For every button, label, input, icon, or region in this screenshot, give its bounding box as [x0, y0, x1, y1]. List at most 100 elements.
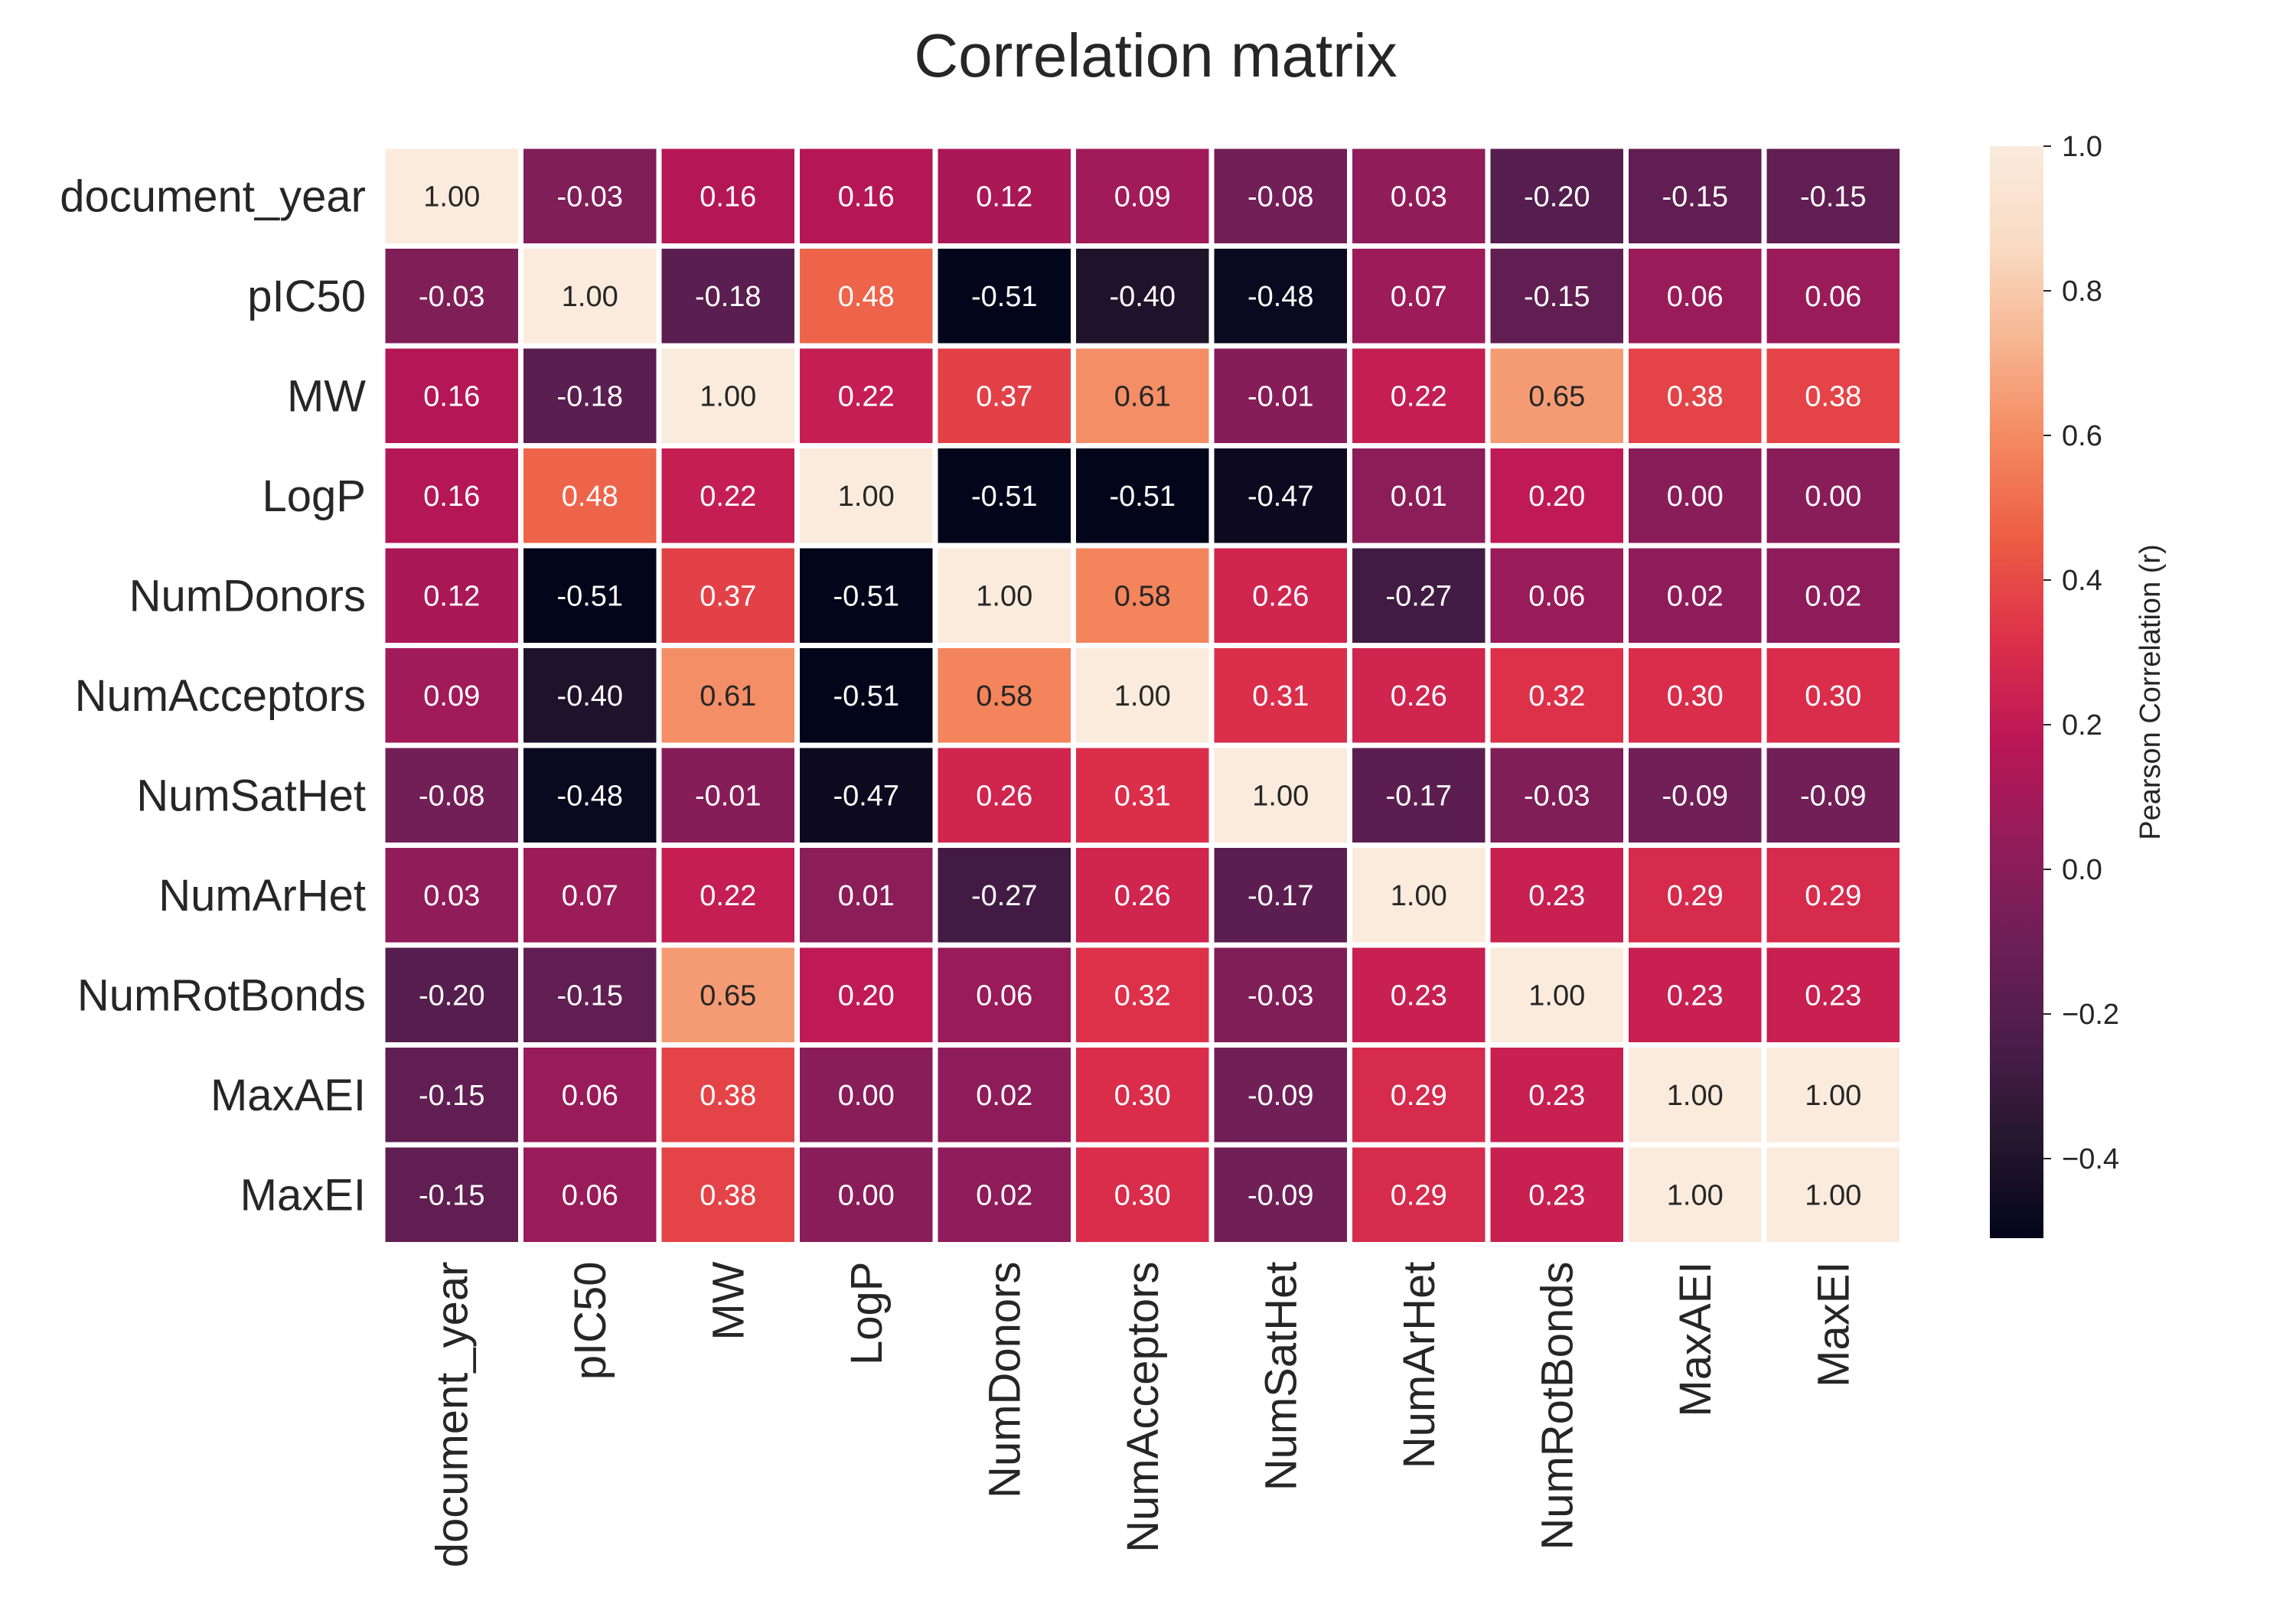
cell-value-label: -0.15 [419, 1080, 485, 1112]
heatmap-cell-NumArHet-NumDonors [938, 848, 1071, 943]
cell-value-label: 0.07 [1391, 281, 1447, 313]
heatmap-cell-MW-NumDonors [938, 348, 1071, 443]
heatmap-cell-NumRotBonds-MaxAEI [1629, 947, 1762, 1042]
cell-value-label: -0.51 [833, 680, 899, 712]
cell-value-label: 0.00 [1805, 481, 1861, 513]
cell-value-label: -0.48 [1247, 281, 1314, 313]
row-label-NumAcceptors: NumAcceptors [75, 671, 366, 721]
heatmap-cell-NumDonors-LogP [800, 548, 933, 643]
heatmap-cell-MW-NumAcceptors [1076, 348, 1209, 443]
cell-value-label: 0.16 [423, 380, 480, 412]
column-label-NumArHet: NumArHet [1394, 1262, 1444, 1469]
cell-value-label: 0.26 [1114, 880, 1171, 912]
cell-value-label: 0.16 [423, 481, 480, 513]
cell-value-label: -0.18 [556, 380, 623, 412]
cell-value-label: 0.65 [1528, 380, 1585, 412]
cell-value-label: -0.40 [1109, 281, 1176, 313]
heatmap-cell-NumSatHet-NumRotBonds [1490, 748, 1623, 843]
colorbar-tick-label: 0.8 [2062, 275, 2102, 308]
heatmap-cell-pIC50-NumArHet [1352, 249, 1486, 344]
column-label-NumRotBonds: NumRotBonds [1532, 1262, 1582, 1550]
colorbar-tick-label: 0.6 [2062, 420, 2102, 452]
cell-value-label: 0.22 [1391, 380, 1447, 412]
cell-value-label: -0.01 [1247, 380, 1314, 412]
heatmap-cell-NumDonors-NumSatHet [1214, 548, 1347, 643]
heatmap-cell-pIC50-MaxEI [1766, 249, 1900, 344]
cell-value-label: 0.16 [838, 181, 895, 213]
heatmap-cell-MW-document_year [385, 348, 518, 443]
cell-value-label: 0.30 [1114, 1179, 1171, 1211]
cell-value-label: -0.40 [556, 680, 623, 712]
heatmap-cell-NumRotBonds-pIC50 [523, 947, 657, 1042]
cell-value-label: -0.18 [695, 281, 762, 313]
colorbar-tick-label: 0.4 [2062, 565, 2102, 597]
row-label-NumDonors: NumDonors [129, 571, 366, 621]
heatmap-cell-NumSatHet-document_year [385, 748, 518, 843]
heatmap-cell-NumAcceptors-MaxEI [1766, 648, 1900, 743]
heatmap-cell-document_year-MW [661, 148, 794, 243]
colorbar-tick-label: 0.0 [2062, 854, 2102, 886]
heatmap-cells: 1.00 -0.03 0.16 0.16 0.12 0.09 -0.08 0.03 -0.20 -… [385, 148, 1900, 1242]
cell-value-label: 0.00 [838, 1179, 895, 1211]
cell-value-label: 0.37 [700, 580, 756, 612]
heatmap-cell-NumDonors-MW [661, 548, 794, 643]
cell-value-label: -0.51 [1109, 481, 1176, 513]
cell-value-label: -0.17 [1247, 880, 1314, 912]
colorbar-gradient [1990, 146, 2043, 1238]
heatmap-cell-MaxEI-MaxAEI [1629, 1147, 1762, 1242]
cell-value-label: 0.38 [700, 1179, 756, 1211]
cell-value-label: 1.00 [562, 281, 618, 313]
heatmap-cell-NumDonors-NumDonors [938, 548, 1071, 643]
column-label-MaxEI: MaxEI [1808, 1262, 1858, 1387]
heatmap-cell-NumRotBonds-NumAcceptors [1076, 947, 1209, 1042]
cell-value-label: 0.65 [700, 980, 756, 1012]
heatmap-cell-NumDonors-pIC50 [523, 548, 657, 643]
cell-value-label: 0.38 [1667, 380, 1724, 412]
heatmap-cell-NumRotBonds-MW [661, 947, 794, 1042]
heatmap-cell-NumSatHet-LogP [800, 748, 933, 843]
heatmap-cell-LogP-MaxAEI [1629, 448, 1762, 543]
heatmap-cell-NumAcceptors-pIC50 [523, 648, 657, 743]
row-label-document_year: document_year [60, 171, 366, 221]
heatmap-cell-MaxEI-NumAcceptors [1076, 1147, 1209, 1242]
heatmap-cell-MW-MaxEI [1766, 348, 1900, 443]
row-label-NumSatHet: NumSatHet [136, 771, 366, 820]
cell-value-label: 0.01 [838, 880, 895, 912]
heatmap-cell-pIC50-NumAcceptors [1076, 249, 1209, 344]
heatmap-cell-NumRotBonds-document_year [385, 947, 518, 1042]
cell-value-label: 0.30 [1667, 680, 1724, 712]
heatmap-cell-NumDonors-MaxAEI [1629, 548, 1762, 643]
heatmap-cell-pIC50-NumDonors [938, 249, 1071, 344]
cell-value-label: -0.15 [1800, 181, 1867, 213]
heatmap-cell-NumSatHet-NumSatHet [1214, 748, 1347, 843]
cell-value-label: 0.00 [1667, 481, 1724, 513]
cell-value-label: 0.03 [423, 880, 480, 912]
heatmap-cell-pIC50-LogP [800, 249, 933, 344]
cell-value-label: 0.58 [976, 680, 1032, 712]
cell-value-label: -0.09 [1800, 780, 1867, 812]
heatmap-cell-NumAcceptors-NumSatHet [1214, 648, 1347, 743]
heatmap-cell-NumArHet-LogP [800, 848, 933, 943]
cell-value-label: -0.27 [971, 880, 1038, 912]
column-label-pIC50: pIC50 [566, 1262, 615, 1380]
cell-value-label: 0.01 [1391, 481, 1447, 513]
heatmap-cell-MaxAEI-MaxAEI [1629, 1048, 1762, 1143]
cell-value-label: 0.26 [976, 780, 1032, 812]
heatmap-cell-MW-MaxAEI [1629, 348, 1762, 443]
cell-value-label: -0.15 [1524, 281, 1590, 313]
heatmap-cell-NumDonors-NumAcceptors [1076, 548, 1209, 643]
heatmap-cell-NumRotBonds-NumDonors [938, 947, 1071, 1042]
cell-value-label: -0.51 [833, 580, 899, 612]
cell-value-label: 0.16 [700, 181, 756, 213]
heatmap-cell-LogP-NumDonors [938, 448, 1071, 543]
cell-value-label: 0.20 [838, 980, 895, 1012]
heatmap-cell-MW-MW [661, 348, 794, 443]
heatmap-cell-MaxAEI-NumRotBonds [1490, 1048, 1623, 1143]
cell-value-label: -0.03 [1247, 980, 1314, 1012]
heatmap-cell-MaxAEI-NumAcceptors [1076, 1048, 1209, 1143]
cell-value-label: -0.09 [1662, 780, 1728, 812]
cell-value-label: 0.06 [562, 1179, 618, 1211]
heatmap-cell-NumDonors-document_year [385, 548, 518, 643]
cell-value-label: 0.48 [562, 481, 618, 513]
